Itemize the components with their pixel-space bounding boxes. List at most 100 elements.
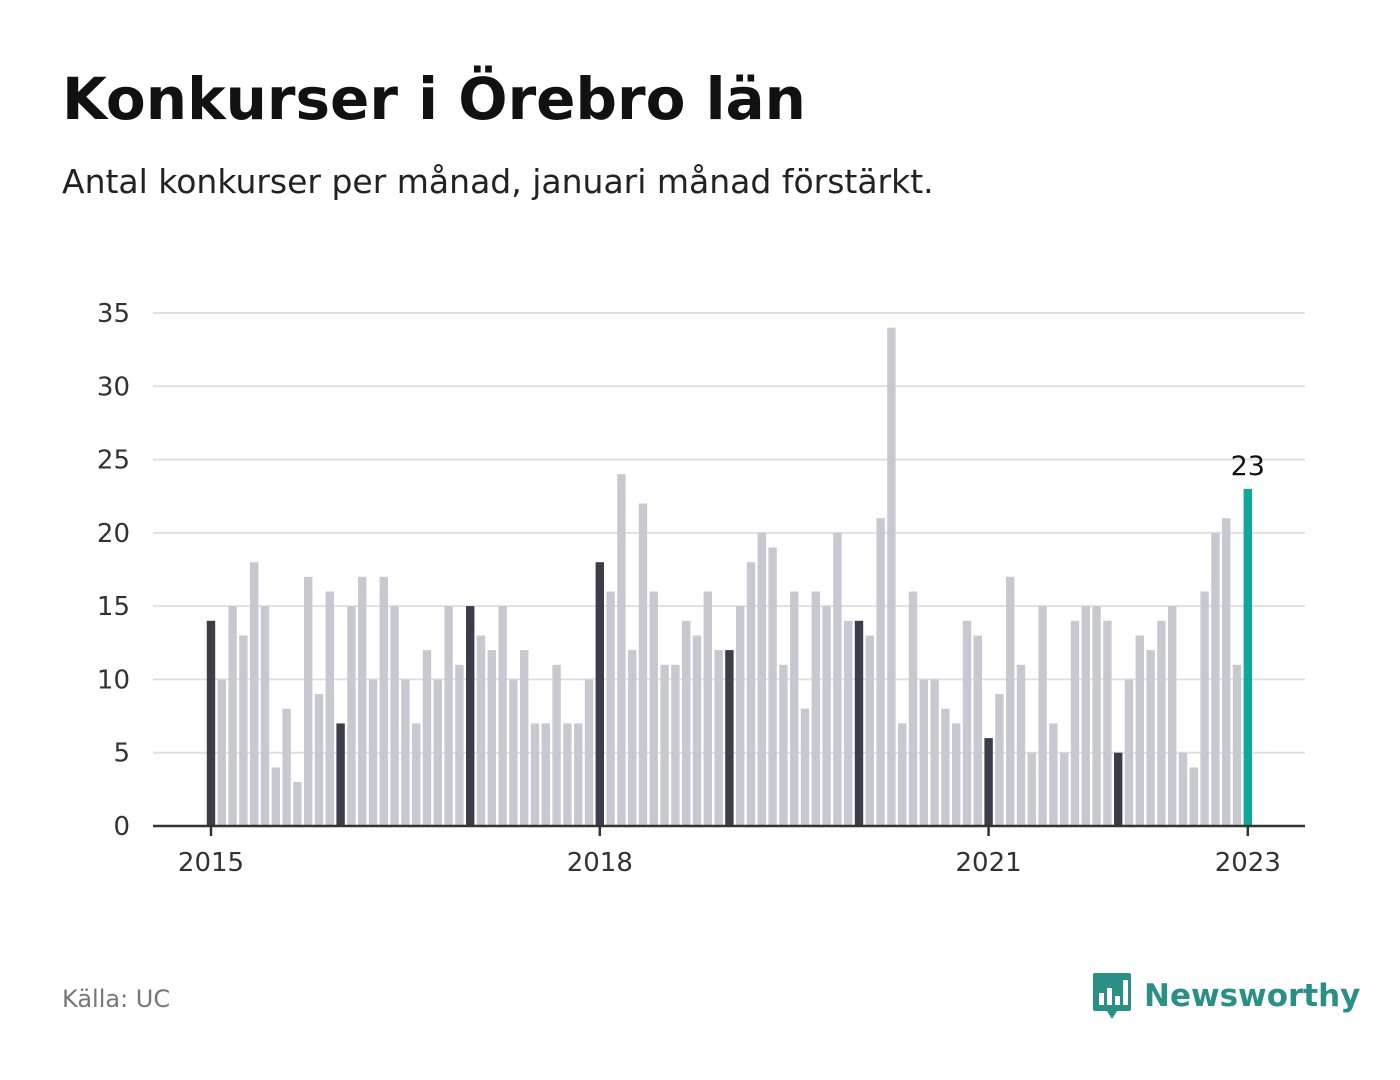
bar [790, 591, 799, 826]
brand-name: Newsworthy [1144, 978, 1361, 1014]
bar [844, 620, 853, 826]
bar-chart: 0 5 10 15 20 25 30 35 2015 2018 2021 2023 23 [97, 299, 1305, 878]
x-axis: 2015 2018 2021 2023 [153, 824, 1305, 878]
bar [973, 635, 982, 826]
bar-latest [1243, 488, 1252, 826]
bar [368, 679, 378, 826]
bar-january [595, 562, 604, 826]
y-tick-label: 10 [97, 665, 130, 695]
bar-january [466, 606, 475, 826]
bar [887, 327, 896, 826]
y-tick-label: 0 [113, 812, 130, 842]
bar-january [854, 620, 864, 826]
bar [703, 591, 712, 826]
bar [228, 606, 237, 826]
bar [930, 679, 939, 826]
bar [541, 723, 550, 826]
bar [1168, 606, 1177, 826]
bar [660, 664, 669, 826]
bar [736, 606, 745, 826]
y-tick-label: 20 [97, 519, 130, 549]
bar [530, 723, 540, 826]
bar [1016, 664, 1026, 826]
bars [206, 327, 1252, 826]
bar [941, 708, 950, 826]
x-tick-label: 2015 [178, 848, 244, 878]
bar-january [984, 738, 993, 826]
bar [638, 503, 648, 826]
bar [908, 591, 918, 826]
bar [282, 708, 291, 826]
bar [325, 591, 334, 826]
bar [1135, 635, 1144, 826]
bar [217, 679, 226, 826]
bar [433, 679, 442, 826]
bar [1092, 606, 1101, 826]
bar [304, 576, 313, 826]
bar [412, 723, 421, 826]
data-label: 23 [1231, 451, 1265, 482]
bar [401, 679, 410, 826]
bar [250, 562, 259, 826]
bar [1232, 664, 1242, 826]
bar [1006, 576, 1015, 826]
bar [239, 635, 248, 826]
bar [757, 532, 766, 826]
y-tick-label: 25 [97, 446, 130, 476]
bar [314, 694, 324, 826]
bar-january [1114, 752, 1123, 826]
bar [898, 723, 907, 826]
y-tick-label: 5 [113, 739, 130, 769]
bar [293, 782, 302, 826]
bar [779, 664, 788, 826]
y-tick-label: 15 [97, 592, 130, 622]
bar [390, 606, 399, 826]
bar [1146, 650, 1155, 826]
x-tick-label: 2021 [956, 848, 1022, 878]
bar [822, 606, 831, 826]
bar [379, 576, 388, 826]
bar [1178, 752, 1188, 826]
bar [1222, 518, 1231, 826]
bar [498, 606, 507, 826]
bar [671, 664, 680, 826]
bar [649, 591, 658, 826]
bar [552, 664, 561, 826]
bar [865, 635, 874, 826]
bar [358, 576, 367, 826]
y-tick-label: 35 [97, 299, 130, 329]
data-labels: 23 [1231, 451, 1265, 482]
bar [520, 650, 529, 826]
bar [606, 591, 615, 826]
x-tick-label: 2018 [567, 848, 633, 878]
bar [487, 650, 496, 826]
bar [746, 562, 756, 826]
bar [563, 723, 572, 826]
bar [1060, 752, 1069, 826]
bar [260, 606, 270, 826]
x-tick-label: 2023 [1215, 848, 1281, 878]
y-tick-label: 30 [97, 372, 130, 402]
bar [1027, 752, 1036, 826]
bar-january [206, 620, 216, 826]
bar [692, 635, 702, 826]
bar [995, 694, 1004, 826]
bar [1103, 620, 1112, 826]
bar [1124, 679, 1134, 826]
bar [1157, 620, 1166, 826]
chart-title: Konkurser i Örebro län [62, 65, 806, 133]
bar-january [336, 723, 345, 826]
bar [1049, 723, 1058, 826]
chart-subtitle: Antal konkurser per månad, januari månad… [62, 162, 934, 201]
bar [455, 664, 464, 826]
bar [422, 650, 432, 826]
bar [833, 532, 842, 826]
bar [628, 650, 637, 826]
bar [617, 474, 626, 826]
bar [1081, 606, 1090, 826]
bar [811, 591, 820, 826]
bar-january [725, 650, 734, 826]
bar [1070, 620, 1080, 826]
bar [919, 679, 928, 826]
source-note: Källa: UC [62, 985, 171, 1013]
